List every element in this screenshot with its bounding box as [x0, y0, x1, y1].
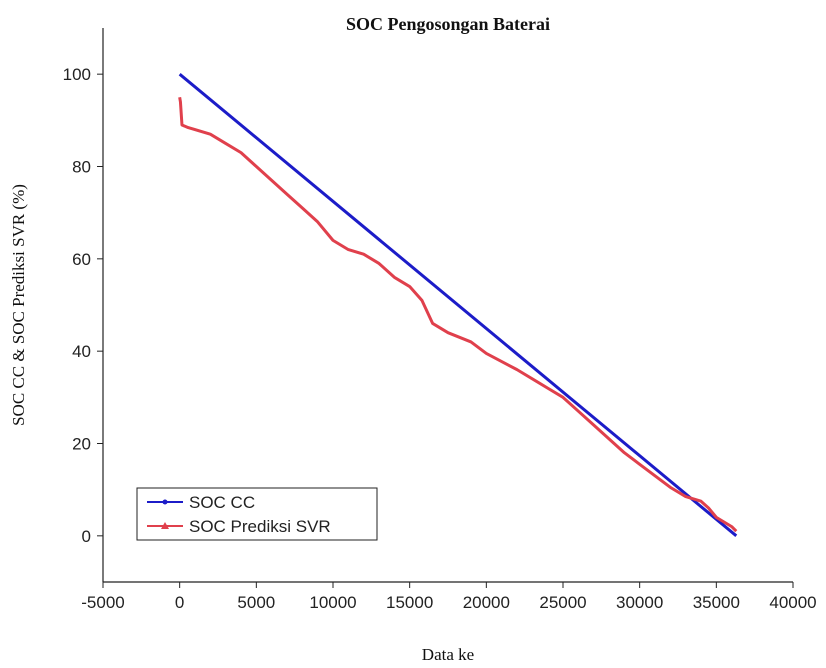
x-tick-label: -5000: [81, 593, 124, 612]
x-tick-label: 20000: [463, 593, 510, 612]
x-tick-label: 30000: [616, 593, 663, 612]
y-tick-label: 100: [63, 65, 91, 84]
legend-label: SOC CC: [189, 493, 255, 512]
series-line: [178, 97, 738, 533]
x-tick-label: 25000: [539, 593, 586, 612]
legend-label: SOC Prediksi SVR: [189, 517, 331, 536]
x-tick-label: 0: [175, 593, 184, 612]
legend-marker: [161, 522, 169, 529]
y-tick-label: 40: [72, 342, 91, 361]
y-tick-label: 80: [72, 158, 91, 177]
x-tick-label: 35000: [693, 593, 740, 612]
legend-marker: [162, 499, 168, 505]
legend-box: [136, 487, 378, 541]
x-tick-label: 5000: [237, 593, 275, 612]
series-line: [178, 73, 738, 537]
x-tick-label: 15000: [386, 593, 433, 612]
chart-title: SOC Pengosongan Baterai: [346, 14, 550, 34]
y-axis-label: SOC CC & SOC Prediksi SVR (%): [9, 184, 28, 426]
x-tick-label: 10000: [309, 593, 356, 612]
x-axis-label: Data ke: [422, 645, 474, 664]
x-tick-label: 40000: [769, 593, 816, 612]
y-tick-label: 20: [72, 435, 91, 454]
y-tick-label: 0: [82, 527, 91, 546]
y-tick-label: 60: [72, 250, 91, 269]
